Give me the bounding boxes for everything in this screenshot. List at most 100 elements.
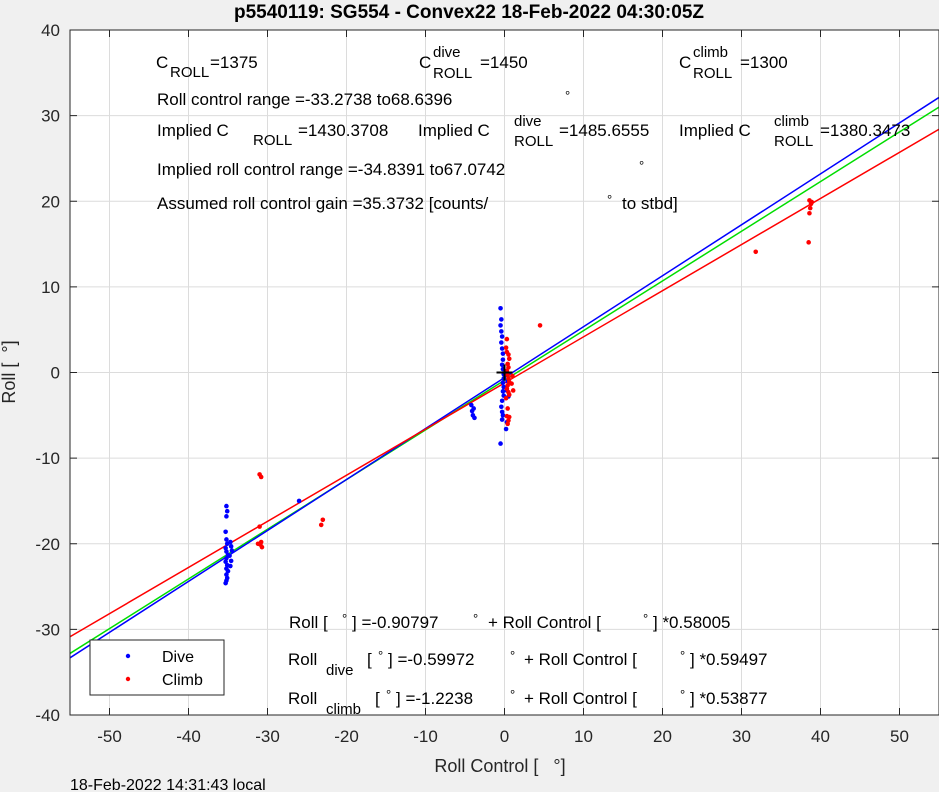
eq-dive-sub: dive — [326, 662, 354, 679]
data-point-climb — [503, 395, 509, 401]
implied-c-roll-dive-sub: ROLL — [514, 133, 553, 150]
implied-c-roll-value: =1430.3708 — [298, 121, 388, 140]
eq-dive-mid: ] =-0.59972 — [388, 650, 475, 669]
data-point-dive — [472, 415, 477, 421]
data-point-dive — [500, 351, 506, 356]
data-point-climb — [506, 352, 511, 357]
data-point-dive — [224, 537, 229, 542]
eq-climb-suffix: ] *0.53877 — [690, 689, 768, 708]
eq-climb-mid: ] =-1.2238 — [396, 689, 473, 708]
data-point-climb — [504, 386, 510, 392]
eq-climb-roll: Roll — [288, 689, 317, 708]
data-point-climb — [257, 524, 262, 529]
x-tick-label: 50 — [890, 727, 909, 746]
data-point-dive — [223, 545, 228, 551]
c-roll-climb-sub: ROLL — [693, 65, 732, 82]
degree-symbol: ° — [342, 611, 347, 626]
data-point-dive — [228, 544, 234, 549]
data-point-dive — [499, 346, 505, 351]
x-tick-label: -30 — [255, 727, 280, 746]
eq-climb-bracket: [ — [375, 689, 380, 708]
c-roll-climb-sup: climb — [693, 44, 728, 61]
data-point-climb — [505, 406, 510, 411]
c-roll-label: C — [156, 53, 168, 72]
data-point-dive — [224, 508, 230, 514]
data-point-climb — [506, 392, 512, 398]
implied-c-roll-dive-label: Implied C — [418, 121, 490, 140]
x-tick-label: 10 — [574, 727, 593, 746]
data-point-climb — [318, 522, 324, 528]
c-roll-sub: ROLL — [170, 64, 209, 81]
implied-c-roll-dive-sup: dive — [514, 113, 542, 130]
implied-c-roll-climb-sub: ROLL — [774, 133, 813, 150]
data-point-dive — [223, 580, 228, 586]
x-tick-label: -20 — [334, 727, 359, 746]
eq-climb-plus: + Roll Control [ — [524, 689, 637, 708]
data-point-dive — [500, 389, 506, 394]
data-point-dive — [296, 498, 302, 504]
legend: Dive Climb — [89, 639, 225, 696]
chart-title: p5540119: SG554 - Convex22 18-Feb-2022 0… — [234, 2, 704, 23]
legend-climb-marker — [125, 676, 131, 682]
data-point-dive — [224, 556, 229, 561]
data-point-dive — [498, 305, 503, 311]
data-point-dive — [499, 417, 505, 422]
degree-symbol: ° — [473, 611, 478, 626]
data-point-climb — [509, 381, 514, 386]
legend-box — [89, 639, 225, 696]
implied-c-roll-climb-value: =1380.3473 — [820, 121, 910, 140]
degree-symbol: ° — [680, 687, 685, 702]
y-tick-label: 20 — [41, 192, 60, 211]
data-point-climb — [807, 210, 812, 216]
legend-dive-label: Dive — [162, 649, 194, 666]
data-point-dive — [500, 357, 506, 362]
c-roll-value: =1375 — [210, 53, 258, 72]
data-point-climb — [510, 388, 516, 393]
x-tick-label: -10 — [413, 727, 438, 746]
x-tick-label: 0 — [500, 727, 509, 746]
data-point-dive — [471, 406, 476, 411]
data-point-dive — [499, 398, 505, 404]
degree-symbol: ° — [510, 687, 515, 702]
c-roll-dive-sup: dive — [433, 44, 461, 61]
data-point-dive — [229, 548, 235, 553]
data-point-dive — [224, 549, 229, 554]
data-point-dive — [498, 323, 503, 328]
x-axis-label: Roll Control [ °] — [434, 756, 565, 776]
data-point-dive — [227, 553, 232, 559]
y-tick-label: -30 — [35, 620, 60, 639]
eq-all-plus: + Roll Control [ — [488, 613, 601, 632]
c-roll-dive-label: C — [419, 53, 431, 72]
data-point-dive — [499, 329, 504, 334]
implied-roll-control-range: Implied roll control range =-34.8391 to6… — [157, 160, 505, 179]
y-tick-label: 30 — [41, 107, 60, 126]
data-point-climb — [504, 336, 510, 342]
data-point-dive — [498, 441, 503, 446]
y-tick-label: 0 — [51, 364, 60, 383]
y-axis-label: Roll [ °] — [0, 340, 19, 403]
data-point-climb — [505, 372, 510, 378]
data-point-dive — [223, 559, 228, 565]
c-roll-climb-label: C — [679, 53, 691, 72]
data-point-dive — [503, 426, 509, 432]
data-point-climb — [809, 199, 815, 205]
degree-symbol: ° — [639, 158, 644, 173]
y-tick-label: -40 — [35, 706, 60, 725]
degree-symbol: ° — [607, 192, 612, 207]
data-point-climb — [506, 356, 512, 362]
data-point-climb — [506, 365, 511, 370]
c-roll-dive-sub: ROLL — [433, 65, 472, 82]
y-tick-label: -20 — [35, 535, 60, 554]
data-point-climb — [807, 205, 813, 211]
data-point-climb — [537, 323, 543, 328]
x-tick-label: 40 — [811, 727, 830, 746]
data-point-dive — [223, 529, 228, 535]
data-point-dive — [499, 334, 505, 339]
degree-symbol: ° — [643, 611, 648, 626]
implied-c-roll-sub: ROLL — [253, 132, 292, 149]
data-point-climb — [506, 414, 512, 420]
data-point-climb — [506, 376, 511, 381]
data-point-climb — [503, 345, 509, 350]
legend-climb-label: Climb — [162, 672, 203, 689]
